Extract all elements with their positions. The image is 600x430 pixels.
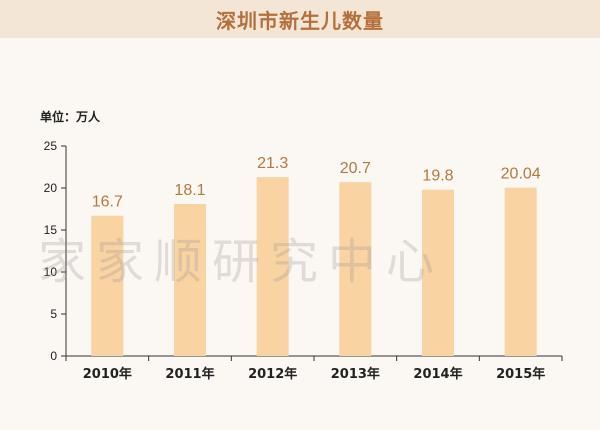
bar bbox=[256, 177, 289, 356]
y-tick-label: 15 bbox=[44, 223, 58, 237]
x-tick-label: 2013年 bbox=[331, 366, 380, 382]
bar-value-label: 21.3 bbox=[257, 155, 288, 172]
title-band: 深圳市新生儿数量 bbox=[0, 0, 600, 38]
x-tick-label: 2010年 bbox=[83, 366, 132, 382]
bar-value-label: 19.8 bbox=[422, 168, 453, 185]
bar-value-label: 18.1 bbox=[174, 182, 205, 199]
x-tick-label: 2015年 bbox=[496, 366, 545, 382]
x-tick-label: 2012年 bbox=[248, 366, 297, 382]
y-tick-label: 0 bbox=[50, 349, 57, 363]
bar bbox=[174, 203, 206, 356]
x-tick-label: 2014年 bbox=[413, 366, 462, 382]
y-tick-label: 25 bbox=[44, 139, 58, 153]
chart-title: 深圳市新生儿数量 bbox=[216, 8, 384, 33]
x-tick-label: 2011年 bbox=[165, 366, 214, 382]
bar bbox=[339, 182, 372, 356]
bar bbox=[422, 189, 454, 356]
y-tick-label: 5 bbox=[50, 307, 57, 321]
unit-label: 单位：万人 bbox=[40, 110, 101, 124]
bar-value-label: 16.7 bbox=[92, 194, 123, 211]
y-tick-label: 20 bbox=[44, 181, 58, 195]
bar bbox=[504, 187, 537, 356]
bar-value-label: 20.7 bbox=[340, 160, 371, 177]
bar-value-label: 20.04 bbox=[501, 166, 541, 183]
bar bbox=[91, 215, 124, 356]
y-tick-label: 10 bbox=[44, 265, 58, 279]
